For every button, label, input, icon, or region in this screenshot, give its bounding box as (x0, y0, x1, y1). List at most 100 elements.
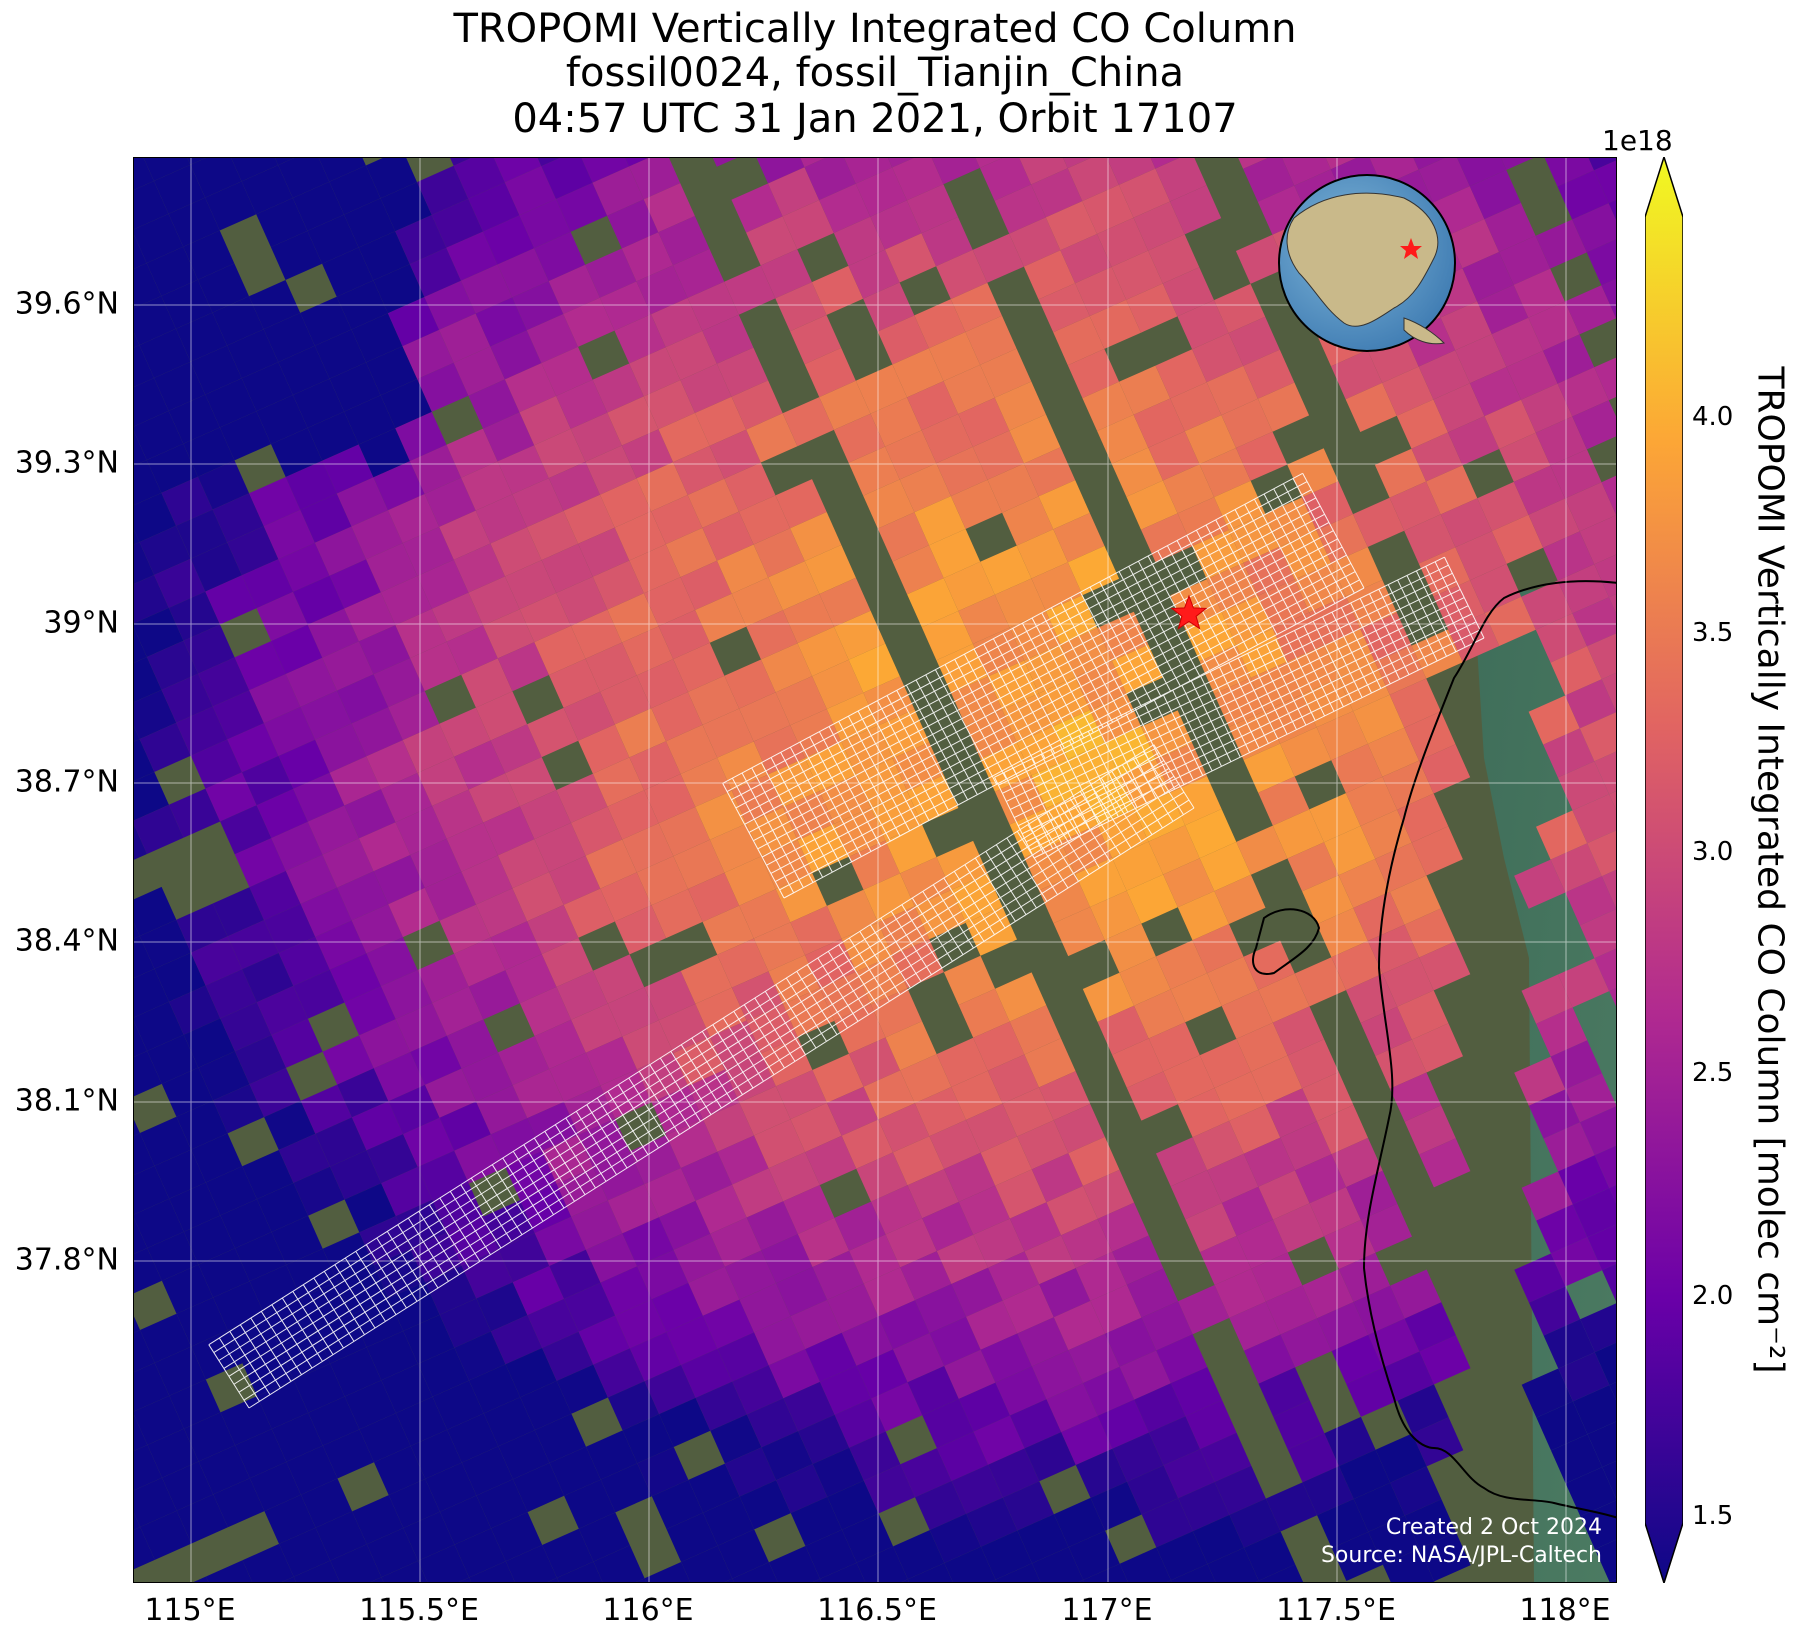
co-pixel (812, 1053, 864, 1103)
co-pixel (176, 1494, 228, 1544)
co-pixel (468, 576, 520, 626)
co-pixel (1499, 432, 1551, 482)
co-pixel (212, 887, 264, 937)
co-pixel (1214, 283, 1266, 333)
co-pixel (593, 1545, 645, 1582)
co-pixel (761, 1234, 813, 1284)
co-pixel (914, 496, 966, 546)
co-pixel (161, 1264, 214, 1314)
co-pixel (776, 1267, 828, 1317)
co-pixel (1134, 989, 1186, 1039)
co-pixel (1572, 794, 1616, 844)
co-pixel (278, 739, 330, 789)
co-pixel (980, 1333, 1032, 1383)
co-pixel (980, 1530, 1032, 1580)
co-pixel (841, 1316, 893, 1366)
co-pixel (293, 969, 345, 1019)
co-pixel (1382, 760, 1434, 810)
co-pixel (1178, 1482, 1230, 1532)
plume-grid-line (779, 579, 1360, 891)
co-pixel (134, 1001, 184, 1051)
co-pixel (563, 297, 615, 347)
co-pixel (702, 511, 754, 561)
co-pixel (1243, 1334, 1296, 1384)
co-pixel (140, 1510, 192, 1560)
credit-text: Created 2 Oct 2024 Source: NASA/JPL-Calt… (1321, 1514, 1602, 1570)
co-pixel (285, 460, 337, 510)
co-pixel (512, 1266, 564, 1316)
co-pixel (271, 624, 323, 674)
co-pixel (534, 1019, 586, 1069)
co-pixel (549, 1249, 601, 1299)
co-pixel (901, 1579, 909, 1582)
co-pixel (988, 1251, 1040, 1301)
co-pixel (636, 1578, 647, 1582)
co-pixel (541, 543, 593, 593)
co-pixel (826, 889, 879, 939)
co-pixel (593, 954, 645, 1004)
co-pixel (1528, 695, 1580, 745)
co-pixel (1565, 482, 1616, 532)
co-pixel (585, 839, 637, 889)
co-pixel (710, 1217, 762, 1267)
co-pixel (973, 1218, 1025, 1268)
plume-grid-line (1002, 572, 1453, 794)
co-pixel (1433, 383, 1485, 433)
co-pixel (585, 248, 637, 298)
co-pixel (1389, 875, 1441, 925)
co-pixel (1419, 1532, 1471, 1582)
co-pixel (936, 1037, 988, 1087)
co-pixel (724, 856, 776, 906)
co-pixel (607, 1184, 659, 1234)
co-pixel (468, 379, 520, 429)
co-pixel (848, 1037, 901, 1087)
co-pixel (417, 362, 469, 412)
co-pixel (482, 215, 535, 265)
lat-tick-38.4: 38.4°N (14, 923, 119, 959)
co-pixel (374, 1446, 426, 1496)
co-pixel (134, 410, 184, 460)
co-pixel (198, 657, 250, 707)
co-pixel (995, 1366, 1047, 1416)
co-pixel (1126, 1071, 1178, 1121)
lon-tick-116.5: 116.5°E (817, 1593, 937, 1628)
co-pixel (929, 1119, 981, 1169)
co-pixel (1002, 1481, 1054, 1531)
co-pixel (1236, 628, 1288, 678)
co-pixel (1580, 1303, 1616, 1353)
co-pixel (134, 1414, 148, 1451)
co-pixel (1390, 1269, 1442, 1319)
co-pixel (724, 265, 776, 315)
co-pixel (1601, 672, 1616, 712)
co-column-map[interactable]: Created 2 Oct 2024 Source: NASA/JPL-Calt… (133, 157, 1617, 1583)
co-pixel (1105, 1317, 1157, 1367)
co-pixel (1419, 744, 1471, 794)
co-pixel (1316, 711, 1368, 761)
co-pixel (366, 346, 418, 396)
co-pixel (453, 346, 505, 396)
co-pixel (811, 265, 864, 315)
co-pixel (176, 1100, 228, 1150)
co-pixel (1002, 1087, 1054, 1137)
plume-grid-line (233, 783, 1180, 1385)
co-pixel (1457, 158, 1507, 187)
co-pixel (424, 871, 476, 921)
co-pixel (1207, 956, 1259, 1006)
co-pixel (395, 1002, 447, 1052)
co-pixel (454, 1134, 506, 1184)
co-pixel (220, 1199, 272, 1249)
co-pixel (279, 1527, 331, 1577)
lat-tick-38.7: 38.7°N (14, 764, 119, 800)
globe-target-star-icon (1400, 238, 1422, 259)
chart-title-line1: TROPOMI Vertically Integrated CO Column (453, 6, 1297, 52)
plume-grid-line (748, 522, 1330, 833)
co-pixel (1543, 1319, 1595, 1369)
co-pixel (856, 1152, 908, 1202)
co-pixel (286, 1445, 338, 1495)
co-pixel (410, 1429, 462, 1479)
co-pixel (490, 1315, 543, 1365)
co-pixel (1279, 530, 1332, 580)
co-pixel (1273, 1203, 1325, 1253)
co-pixel (1243, 1137, 1295, 1187)
co-pixel (782, 594, 834, 644)
